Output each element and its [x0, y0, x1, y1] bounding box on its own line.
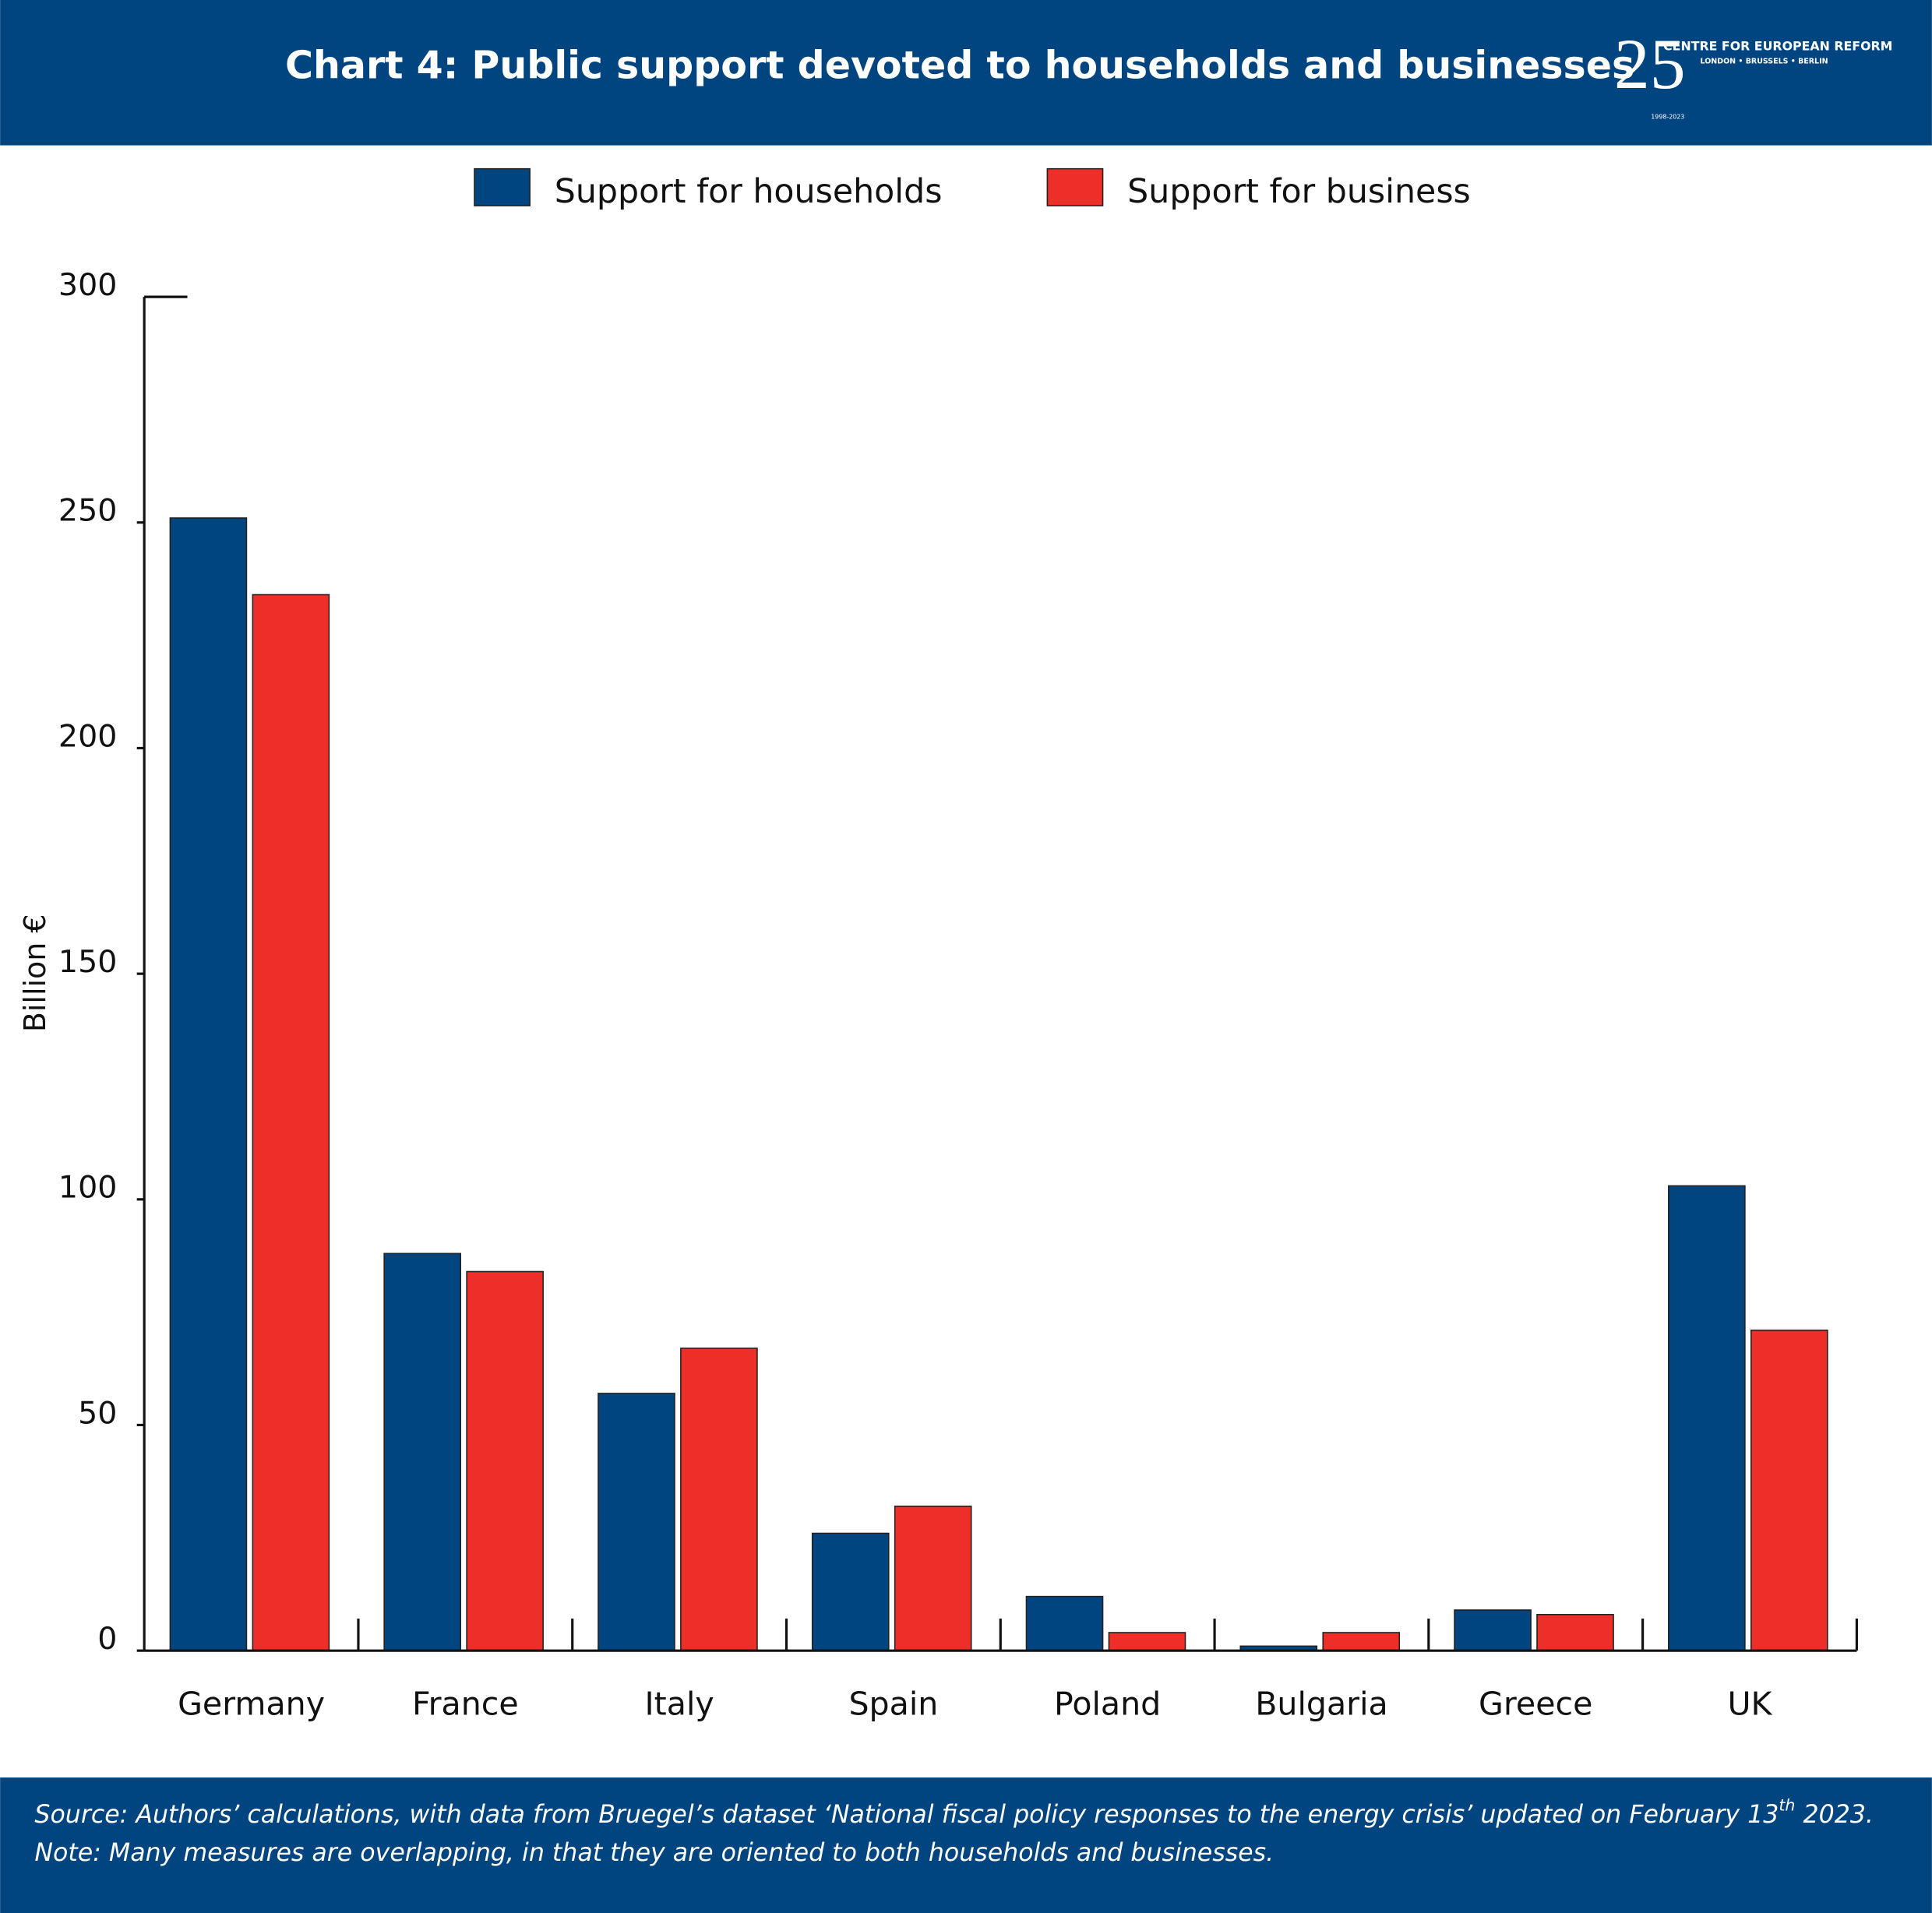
bar	[811, 1532, 890, 1651]
logo-name: CENTRE FOR EUROPEAN REFORM	[1663, 39, 1892, 54]
bar	[252, 594, 330, 1651]
y-axis-label: Billion €	[18, 914, 52, 1033]
header-band	[0, 0, 1932, 146]
bar	[169, 517, 248, 1651]
source-text-end: 2023.	[1795, 1801, 1874, 1829]
bar	[466, 1270, 544, 1651]
bar	[894, 1505, 972, 1651]
logo-years: 1998-2023	[1651, 114, 1684, 121]
chart-title: Chart 4: Public support devoted to house…	[285, 42, 1634, 87]
legend-swatch	[474, 167, 531, 206]
legend-label: Support for households	[555, 172, 943, 211]
source-superscript: th	[1779, 1795, 1795, 1814]
bar	[1025, 1595, 1104, 1651]
legend-label: Support for business	[1127, 172, 1471, 211]
y-tick-label: 0	[97, 1621, 117, 1657]
bar	[1322, 1632, 1401, 1651]
x-tick-label: UK	[1727, 1685, 1772, 1722]
y-tick-label: 250	[58, 493, 117, 529]
x-tick-label: France	[412, 1685, 519, 1722]
y-tick-label: 50	[78, 1395, 117, 1431]
bar	[1750, 1330, 1828, 1651]
logo-number: 25	[1614, 24, 1686, 104]
bar	[680, 1348, 758, 1651]
source-note: Source: Authors’ calculations, with data…	[34, 1795, 1874, 1829]
bar	[1536, 1614, 1614, 1651]
legend-swatch	[1046, 167, 1104, 206]
footer-band	[0, 1777, 1932, 1913]
note: Note: Many measures are overlapping, in …	[34, 1839, 1274, 1867]
x-tick-label: Greece	[1479, 1685, 1592, 1722]
bar	[1454, 1609, 1532, 1651]
x-tick-label: Bulgaria	[1255, 1685, 1387, 1722]
y-tick-label: 300	[58, 267, 117, 303]
logo-cities: LONDON • BRUSSELS • BERLIN	[1701, 58, 1828, 66]
source-text: Source: Authors’ calculations, with data…	[34, 1801, 1779, 1829]
bar	[1108, 1632, 1186, 1651]
x-tick-label: Spain	[848, 1685, 938, 1722]
y-tick-label: 150	[58, 944, 117, 980]
x-tick-label: Italy	[645, 1685, 714, 1722]
x-tick-label: Poland	[1054, 1685, 1161, 1722]
x-tick-label: Germany	[178, 1685, 325, 1722]
bar	[1668, 1185, 1746, 1651]
bar	[383, 1252, 461, 1651]
bar	[598, 1393, 675, 1651]
y-tick-label: 200	[58, 718, 117, 754]
y-tick-label: 100	[58, 1170, 117, 1206]
